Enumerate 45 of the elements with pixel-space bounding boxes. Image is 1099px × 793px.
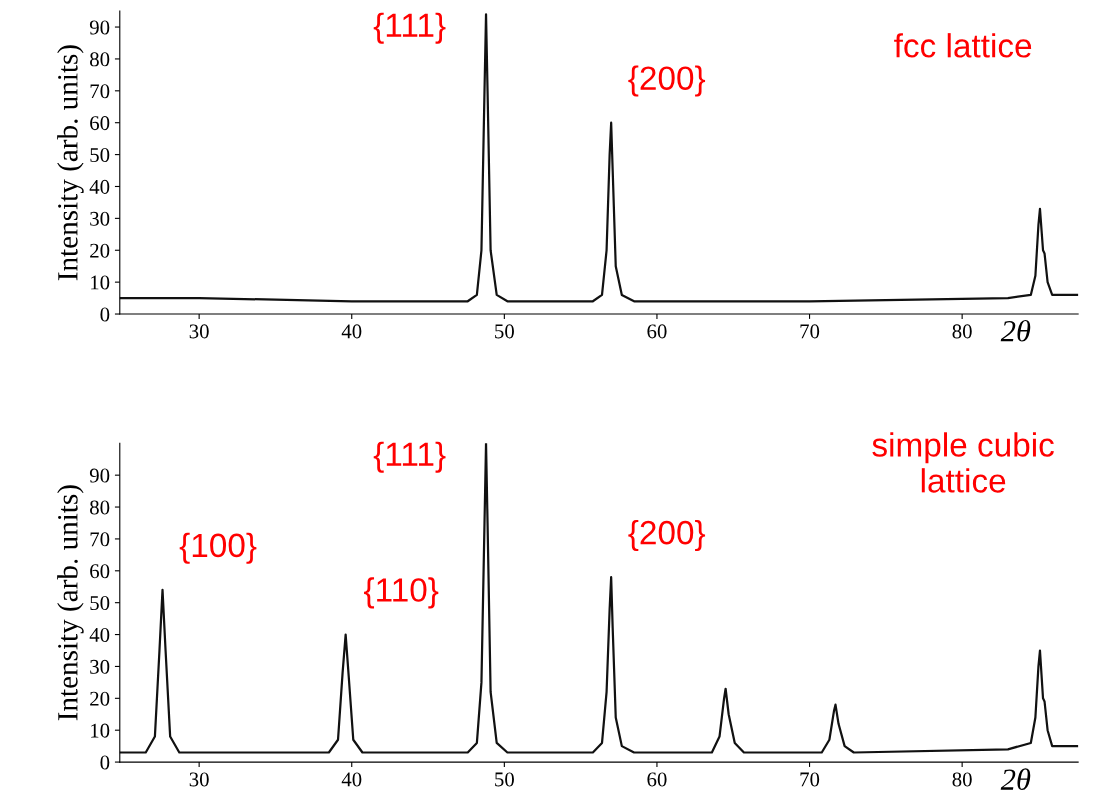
y-tick-label: 20 <box>90 243 110 258</box>
annotation: {200} <box>628 65 706 97</box>
annotation: {200} <box>628 519 706 552</box>
x-tick-label: 80 <box>952 772 972 787</box>
y-tick-label: 80 <box>90 52 110 67</box>
y-tick-label: 20 <box>90 691 110 706</box>
y-tick-label: 30 <box>90 211 110 226</box>
y-tick-label: 60 <box>90 564 110 579</box>
x-tick-label: 30 <box>189 324 209 339</box>
y-tick-label: 50 <box>90 596 110 611</box>
annotation: {100} <box>179 532 257 564</box>
x-axis-title: 2θ <box>1000 319 1031 342</box>
x-tick-label: 60 <box>647 772 667 787</box>
x-tick-label: 70 <box>800 324 820 339</box>
x-tick-label: 70 <box>800 772 820 787</box>
y-tick-label: 50 <box>90 147 110 163</box>
chart-title: simple cubic lattice <box>872 432 1054 493</box>
y-tick-label: 40 <box>89 627 110 642</box>
x-axis-title: 2θ <box>1000 768 1031 790</box>
x-tick-label: 50 <box>495 324 514 339</box>
y-tick-label: 60 <box>90 116 110 131</box>
x-tick-label: 30 <box>189 772 209 787</box>
y-tick-label: 10 <box>91 723 110 738</box>
y-axis-title: Intensity (arb. units) <box>57 485 84 721</box>
text: fcc lattice <box>894 33 1032 58</box>
x-tick-label: 60 <box>647 324 667 339</box>
y-axis-title: Intensity (arb. units) <box>57 45 84 281</box>
y-tick-label: 90 <box>89 20 110 35</box>
line-series <box>119 13 1079 303</box>
annotation: {111} <box>373 12 446 44</box>
x-tick-label: 50 <box>495 772 514 787</box>
y-tick-label: 0 <box>100 755 110 770</box>
y-tick-label: 0 <box>100 307 110 322</box>
y-tick-label: 10 <box>91 275 110 290</box>
y-tick-label: 90 <box>89 468 110 483</box>
y-tick-label: 80 <box>90 500 110 515</box>
x-tick-label: 40 <box>341 772 362 787</box>
y-tick-label: 30 <box>90 659 110 674</box>
y-tick-label: 40 <box>89 179 110 194</box>
y-tick-label: 70 <box>90 84 110 99</box>
x-tick-label: 80 <box>952 324 972 339</box>
annotation: {110} <box>364 577 439 609</box>
x-tick-label: 40 <box>341 324 362 339</box>
y-tick-label: 70 <box>90 532 110 547</box>
annotation: {111} <box>373 441 446 473</box>
